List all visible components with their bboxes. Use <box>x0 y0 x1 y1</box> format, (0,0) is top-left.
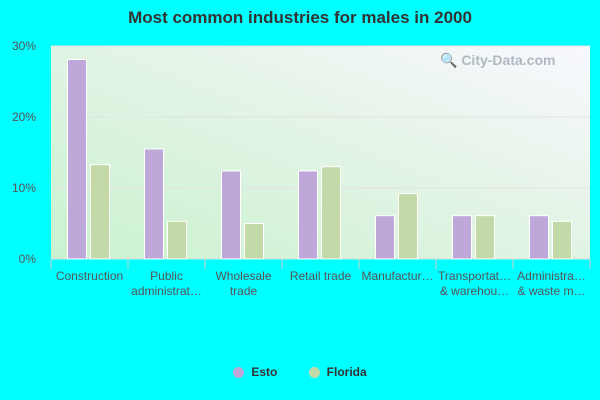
legend-item-florida[interactable]: Florida <box>308 365 367 379</box>
plot-area <box>51 46 590 259</box>
legend-swatch-esto <box>233 366 245 378</box>
legend-swatch-florida <box>308 366 320 378</box>
y-tick-label: 10% <box>12 181 36 195</box>
x-category-label: & waste m… <box>517 284 585 298</box>
y-tick-label: 0% <box>19 252 37 266</box>
bar-florida <box>475 215 495 260</box>
x-category-label: Transportat… <box>438 269 511 283</box>
bar-florida <box>167 220 187 260</box>
x-category-label: Construction <box>56 269 123 283</box>
legend-label: Esto <box>251 365 278 379</box>
bar-florida <box>321 166 341 260</box>
y-tick-label: 30% <box>12 39 36 53</box>
legend-label: Florida <box>326 365 367 379</box>
legend-item-esto[interactable]: Esto <box>233 365 277 379</box>
y-tick-label: 20% <box>12 110 36 124</box>
bar-florida <box>552 220 572 260</box>
legend: Esto Florida <box>0 365 600 381</box>
x-category-label: Administra… <box>517 269 586 283</box>
chart-title: Most common industries for males in 2000 <box>128 8 472 27</box>
x-category-label: Wholesale <box>215 269 271 283</box>
bar-florida <box>398 193 418 260</box>
bar-esto <box>298 170 318 260</box>
x-category-label: Manufactur… <box>361 269 433 283</box>
bar-florida <box>90 164 110 260</box>
bar-esto <box>452 215 472 260</box>
x-category-label: Retail trade <box>290 269 352 283</box>
bar-esto <box>144 148 164 260</box>
x-category-label: trade <box>230 284 258 298</box>
bar-esto <box>67 58 87 260</box>
x-category-label: Public <box>150 269 183 283</box>
x-category-label: administrat… <box>131 284 202 298</box>
x-category-label: & warehou… <box>440 284 509 298</box>
watermark-logo: 🔍 City-Data.com <box>440 52 556 68</box>
bar-esto <box>529 215 549 260</box>
bar-esto <box>221 170 241 260</box>
bar-esto <box>375 215 395 260</box>
bar-florida <box>244 223 264 260</box>
